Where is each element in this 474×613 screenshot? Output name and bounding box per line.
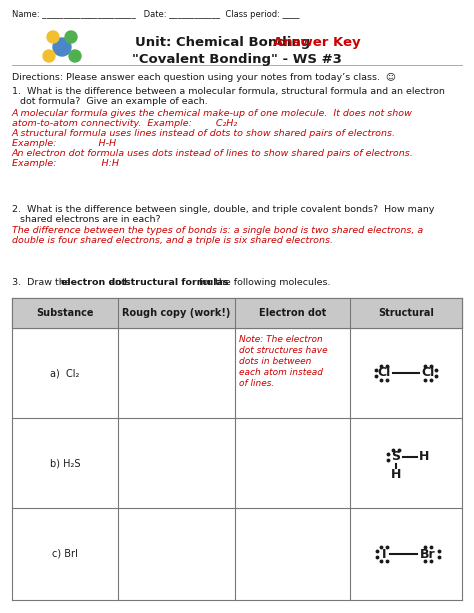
Text: Answer Key: Answer Key — [273, 36, 361, 49]
Text: structural formulas: structural formulas — [125, 278, 228, 287]
Text: a)  Cl₂: a) Cl₂ — [50, 368, 80, 378]
Circle shape — [53, 38, 71, 56]
Text: A molecular formula gives the chemical make-up of one molecule.  It does not sho: A molecular formula gives the chemical m… — [12, 109, 413, 118]
Circle shape — [65, 31, 77, 43]
Text: atom-to-atom connectivity.  Example:        C₂H₂: atom-to-atom connectivity. Example: C₂H₂ — [12, 119, 237, 128]
Text: Electron dot: Electron dot — [259, 308, 326, 318]
Text: S: S — [392, 451, 401, 463]
Text: I: I — [382, 547, 386, 560]
Text: Note: The electron: Note: The electron — [239, 335, 323, 344]
Text: Example:               H:H: Example: H:H — [12, 159, 119, 168]
Text: for the following molecules.: for the following molecules. — [196, 278, 330, 287]
Text: Example:              H-H: Example: H-H — [12, 139, 116, 148]
Text: A structural formula uses lines instead of dots to show shared pairs of electron: A structural formula uses lines instead … — [12, 129, 396, 138]
Text: double is four shared electrons, and a triple is six shared electrons.: double is four shared electrons, and a t… — [12, 236, 333, 245]
Text: 1.  What is the difference between a molecular formula, structural formula and a: 1. What is the difference between a mole… — [12, 87, 445, 96]
Text: Structural: Structural — [378, 308, 434, 318]
Text: of lines.: of lines. — [239, 379, 274, 388]
Text: Substance: Substance — [36, 308, 94, 318]
Text: Cl: Cl — [421, 367, 435, 379]
Text: dot formula?  Give an example of each.: dot formula? Give an example of each. — [20, 97, 208, 106]
Text: dots in between: dots in between — [239, 357, 311, 366]
Text: b) H₂S: b) H₂S — [50, 458, 80, 468]
Text: Directions: Please answer each question using your notes from today’s class.  ☺: Directions: Please answer each question … — [12, 73, 396, 82]
Text: Cl: Cl — [377, 367, 391, 379]
Text: The difference between the types of bonds is: a single bond is two shared electr: The difference between the types of bond… — [12, 226, 423, 235]
Text: "Covalent Bonding" - WS #3: "Covalent Bonding" - WS #3 — [132, 53, 342, 66]
Text: H: H — [391, 468, 401, 481]
Text: dot structures have: dot structures have — [239, 346, 328, 355]
Text: Unit: Chemical Bonding: Unit: Chemical Bonding — [135, 36, 315, 49]
Text: H: H — [419, 451, 429, 463]
Text: electron dot: electron dot — [61, 278, 127, 287]
Text: each atom instead: each atom instead — [239, 368, 323, 377]
Text: 2.  What is the difference between single, double, and triple covalent bonds?  H: 2. What is the difference between single… — [12, 205, 434, 214]
Text: An electron dot formula uses dots instead of lines to show shared pairs of elect: An electron dot formula uses dots instea… — [12, 149, 414, 158]
Text: 3.  Draw the: 3. Draw the — [12, 278, 73, 287]
Text: c) BrI: c) BrI — [52, 549, 78, 559]
Circle shape — [47, 31, 59, 43]
Bar — [12, 298, 462, 328]
Text: Br: Br — [420, 547, 436, 560]
Text: shared electrons are in each?: shared electrons are in each? — [20, 215, 161, 224]
Text: Name: ______________________   Date: ____________  Class period: ____: Name: ______________________ Date: _____… — [12, 10, 300, 19]
Text: and: and — [106, 278, 130, 287]
Text: Rough copy (work!): Rough copy (work!) — [122, 308, 231, 318]
Circle shape — [43, 50, 55, 62]
Circle shape — [69, 50, 81, 62]
